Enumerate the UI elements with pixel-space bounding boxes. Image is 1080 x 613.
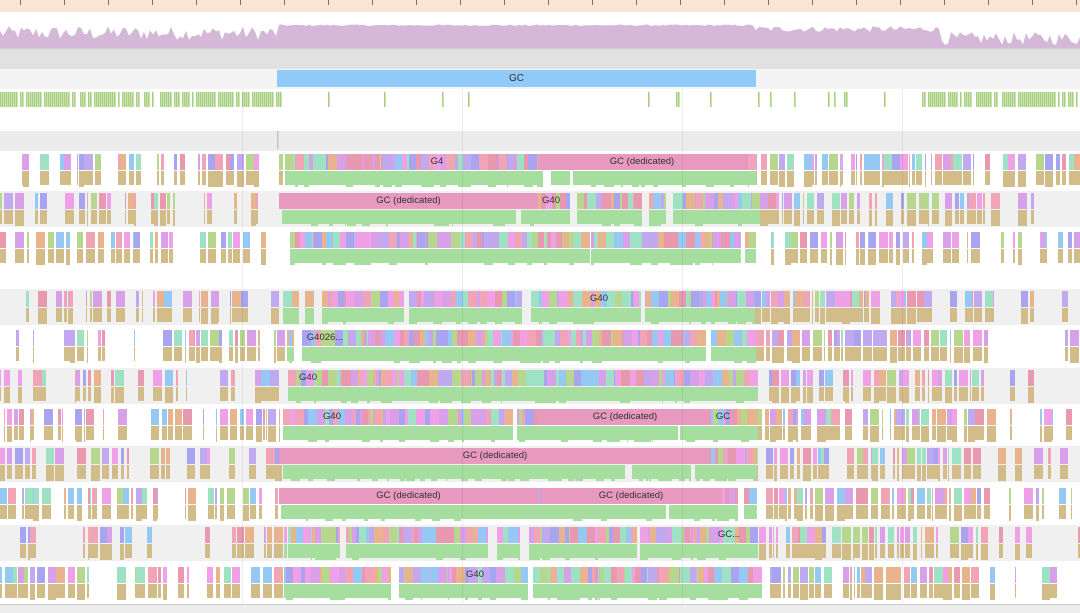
ruler-tick [900,0,901,5]
ruler-tick [812,0,813,5]
ruler-tick [416,0,417,5]
gc-dedicated-slice[interactable]: GC (dedicated) [279,193,538,209]
ruler-tick [284,0,285,5]
proc-slices [0,567,1057,600]
ruler-tick [460,0,461,5]
gc-dedicated-slice[interactable]: GC (dedicated) [539,409,711,425]
ruler-tick [856,0,857,5]
proc-lane: G40 [0,565,1080,601]
threads-activity [0,92,1078,107]
gc-slice[interactable]: GC [715,411,731,422]
ruler-tick [944,0,945,5]
ruler-tick [724,0,725,5]
proc-slices [0,232,1080,265]
proc-lane: G4 GC (dedicated) [0,152,1080,188]
horizontal-scrollbar[interactable] [0,604,1080,613]
ruler-tick [108,0,109,5]
ruler-tick [372,0,373,5]
proc-lane: GC (dedicated) [0,446,1080,482]
ruler-tick [152,0,153,5]
goroutine-slice[interactable]: GC... [717,529,741,540]
procs-summary-activity [277,131,279,149]
ruler-tick [1032,0,1033,5]
proc-lane: G40 GC (dedicated) GC [0,407,1080,443]
threads-track [0,89,1080,129]
heap-track [0,48,1080,70]
proc-slices [26,291,1068,324]
goroutine-slice[interactable]: G40 [299,372,317,383]
procs-summary-track [0,131,1080,151]
ruler-tick [680,0,681,5]
ruler-tick [768,0,769,5]
gc-track: GC [0,69,1080,89]
goroutine-slice[interactable]: G40 [542,195,560,206]
gc-span[interactable]: GC [277,70,756,87]
ruler-tick [20,0,21,5]
proc-slices [16,330,1079,363]
proc-lane: G40 [0,289,1080,325]
ruler-tick [636,0,637,5]
goroutine-slice[interactable]: G40 [590,293,608,304]
ruler-tick [548,0,549,5]
gc-dedicated-slice[interactable]: GC (dedicated) [279,488,538,504]
proc-lane: GC (dedicated) G40 [0,191,1080,227]
proc-slices [0,370,1034,403]
grid-line [902,89,903,606]
proc-lane [0,230,1080,266]
ruler-tick [504,0,505,5]
density-area-chart [0,24,1080,50]
ruler-tick [592,0,593,5]
ruler-tick [1076,0,1077,5]
grid-line [242,89,243,606]
ruler-tick [64,0,65,5]
goroutine-slice[interactable]: G40 [323,411,341,422]
ruler-tick [196,0,197,5]
proc-lane: GC... [0,525,1080,561]
ruler-tick [328,0,329,5]
goroutine-density-track [0,12,1080,50]
goroutine-slice[interactable]: G40 [466,569,484,580]
proc-lane: GC (dedicated) GC (dedicated) [0,486,1080,522]
grid-line [462,89,463,606]
goroutine-slice[interactable]: G4 [430,156,444,167]
ruler-tick [240,0,241,5]
ruler-tick [988,0,989,5]
gc-dedicated-slice[interactable]: GC (dedicated) [538,154,746,170]
gc-dedicated-slice[interactable]: GC (dedicated) [279,448,711,464]
proc-lane: G4026... [0,328,1080,364]
proc-lane: G40 [0,368,1080,404]
proc-slices [20,527,1080,560]
grid-line [682,89,683,606]
proc-slices [4,409,1072,442]
gc-dedicated-slice[interactable]: GC (dedicated) [540,488,722,504]
goroutine-slice[interactable]: G4026... [306,332,344,343]
